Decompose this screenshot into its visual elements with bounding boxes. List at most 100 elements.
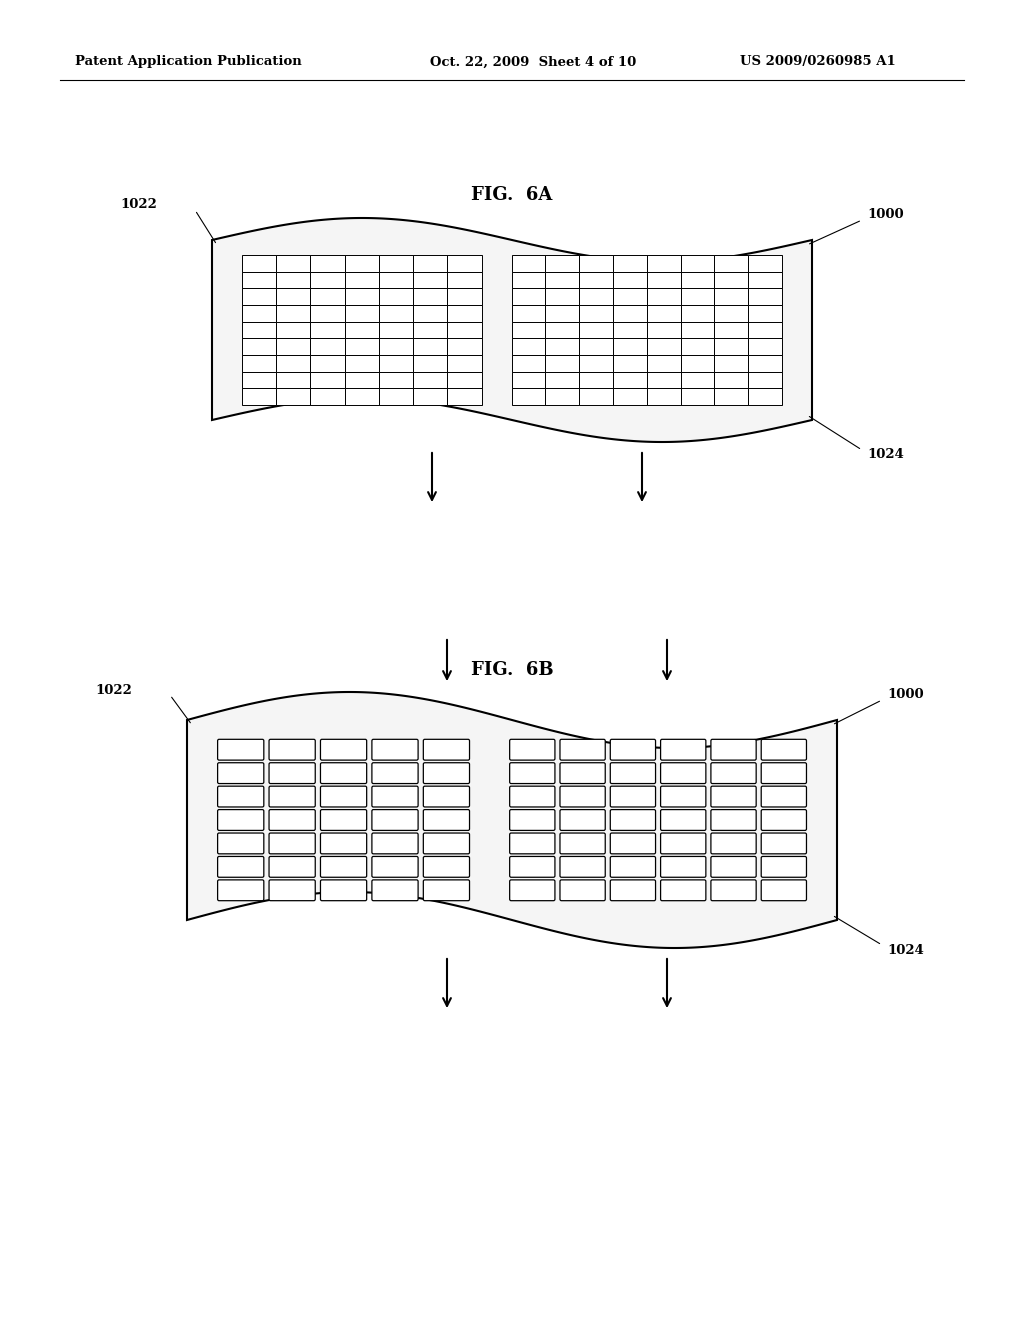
Bar (647, 255, 681, 272)
FancyBboxPatch shape (372, 739, 418, 760)
Bar (715, 388, 749, 405)
FancyBboxPatch shape (761, 880, 807, 900)
Bar (242, 272, 276, 288)
Bar (242, 322, 276, 338)
Bar (580, 372, 613, 388)
Bar (613, 272, 647, 288)
Bar (379, 372, 414, 388)
FancyBboxPatch shape (510, 857, 555, 878)
Bar (345, 355, 379, 372)
FancyBboxPatch shape (560, 787, 605, 807)
Bar (414, 255, 447, 272)
Bar (447, 322, 481, 338)
Bar (414, 272, 447, 288)
Bar (512, 372, 546, 388)
FancyBboxPatch shape (423, 833, 470, 854)
FancyBboxPatch shape (761, 739, 807, 760)
Bar (379, 355, 414, 372)
Bar (345, 322, 379, 338)
Text: 1000: 1000 (867, 209, 903, 222)
Bar (546, 288, 580, 305)
Bar (715, 272, 749, 288)
FancyBboxPatch shape (423, 809, 470, 830)
Bar (414, 355, 447, 372)
Text: 1024: 1024 (867, 449, 904, 462)
Bar (447, 388, 481, 405)
FancyBboxPatch shape (560, 833, 605, 854)
Bar (276, 355, 310, 372)
Bar (749, 322, 782, 338)
Bar (580, 388, 613, 405)
Bar (414, 288, 447, 305)
Text: FIG.  6A: FIG. 6A (471, 186, 553, 205)
Bar (276, 338, 310, 355)
FancyBboxPatch shape (560, 739, 605, 760)
Bar (310, 338, 345, 355)
FancyBboxPatch shape (711, 763, 756, 784)
Bar (647, 338, 681, 355)
Bar (345, 272, 379, 288)
Bar (546, 305, 580, 322)
FancyBboxPatch shape (560, 809, 605, 830)
Bar (512, 322, 546, 338)
FancyBboxPatch shape (510, 763, 555, 784)
Bar (414, 388, 447, 405)
Text: US 2009/0260985 A1: US 2009/0260985 A1 (740, 55, 896, 69)
Bar (276, 288, 310, 305)
Bar (546, 338, 580, 355)
Bar (379, 338, 414, 355)
FancyBboxPatch shape (218, 763, 264, 784)
Bar (276, 372, 310, 388)
Bar (310, 255, 345, 272)
Bar (681, 338, 715, 355)
FancyBboxPatch shape (660, 857, 706, 878)
Bar (580, 288, 613, 305)
FancyBboxPatch shape (372, 787, 418, 807)
Bar (447, 355, 481, 372)
Bar (414, 338, 447, 355)
FancyBboxPatch shape (660, 787, 706, 807)
Bar (613, 338, 647, 355)
Bar (512, 255, 546, 272)
Bar (715, 338, 749, 355)
Bar (580, 305, 613, 322)
Bar (715, 255, 749, 272)
FancyBboxPatch shape (711, 809, 756, 830)
Bar (447, 288, 481, 305)
Text: 1000: 1000 (887, 689, 924, 701)
FancyBboxPatch shape (269, 809, 315, 830)
FancyBboxPatch shape (610, 739, 655, 760)
Bar (749, 272, 782, 288)
Bar (647, 322, 681, 338)
Bar (345, 388, 379, 405)
FancyBboxPatch shape (372, 857, 418, 878)
Bar (580, 272, 613, 288)
Bar (580, 255, 613, 272)
Text: 1024: 1024 (887, 944, 924, 957)
FancyBboxPatch shape (660, 880, 706, 900)
Bar (715, 305, 749, 322)
FancyBboxPatch shape (423, 763, 470, 784)
Bar (715, 355, 749, 372)
Bar (414, 322, 447, 338)
Bar (647, 305, 681, 322)
Bar (681, 305, 715, 322)
FancyBboxPatch shape (560, 857, 605, 878)
FancyBboxPatch shape (321, 787, 367, 807)
Bar (414, 372, 447, 388)
Bar (715, 322, 749, 338)
Bar (345, 288, 379, 305)
Text: 1022: 1022 (120, 198, 157, 211)
FancyBboxPatch shape (711, 880, 756, 900)
Text: 1022: 1022 (95, 684, 132, 697)
FancyBboxPatch shape (711, 833, 756, 854)
Bar (580, 338, 613, 355)
Bar (613, 388, 647, 405)
FancyBboxPatch shape (560, 763, 605, 784)
FancyBboxPatch shape (711, 787, 756, 807)
FancyBboxPatch shape (321, 809, 367, 830)
FancyBboxPatch shape (761, 809, 807, 830)
Bar (613, 355, 647, 372)
FancyBboxPatch shape (321, 833, 367, 854)
Bar (512, 338, 546, 355)
